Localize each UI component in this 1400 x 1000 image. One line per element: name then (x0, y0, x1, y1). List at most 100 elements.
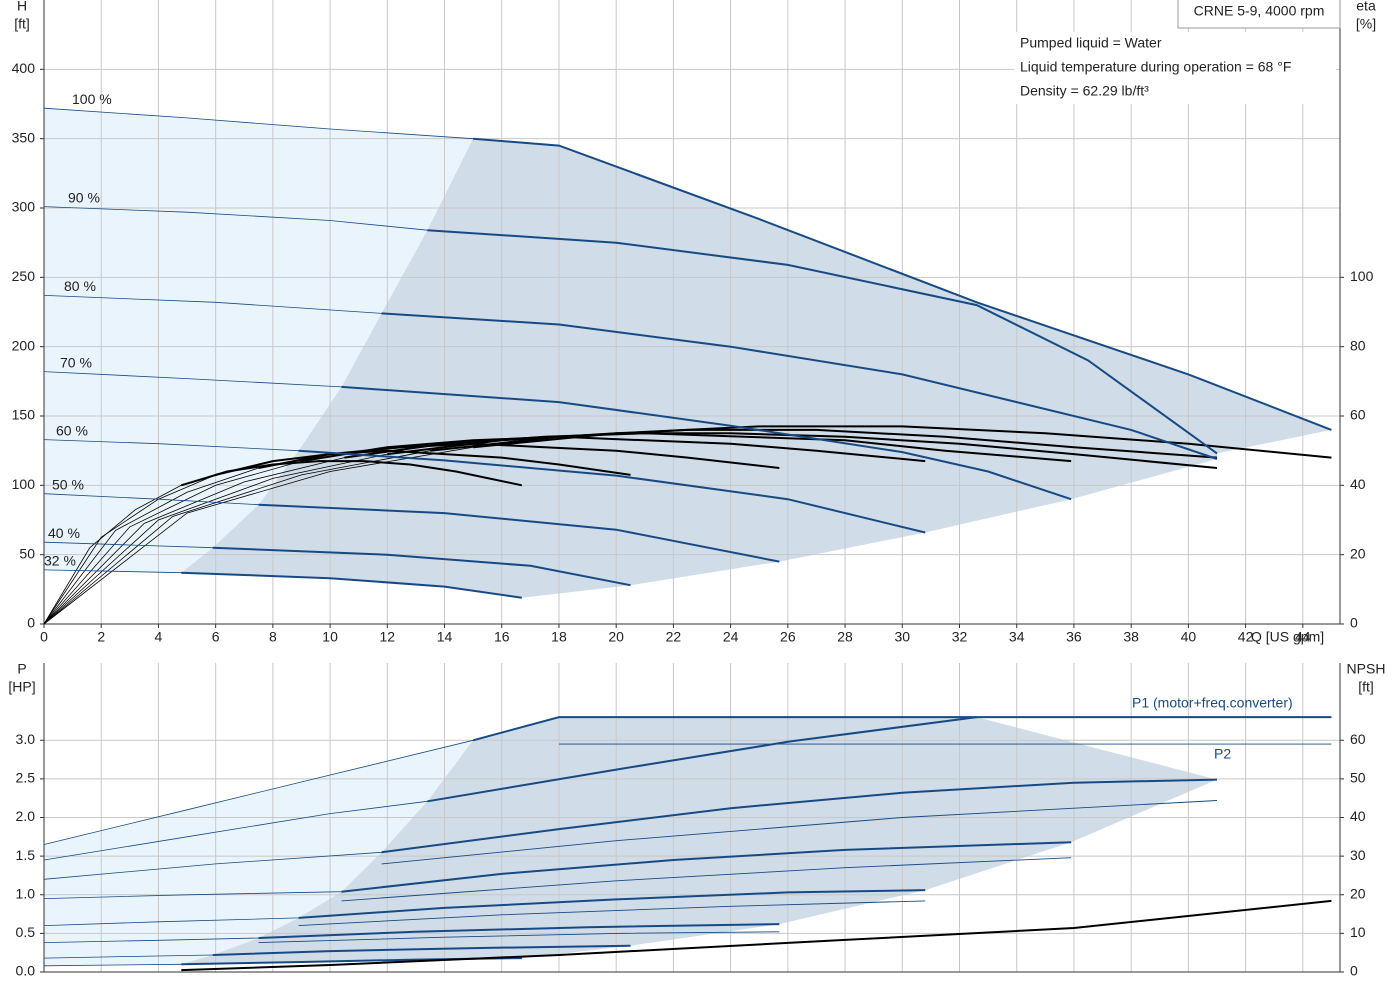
p1-curve-operating (212, 944, 631, 956)
y-tick-label: 350 (12, 129, 36, 145)
x-tick-label: 42 (1238, 629, 1254, 645)
x-tick-label: 38 (1123, 629, 1139, 645)
head-curve-operating (341, 385, 1072, 501)
x-tick-label: 12 (380, 629, 396, 645)
y2-axis-unit: [%] (1356, 16, 1376, 32)
speed-label: 70 % (60, 354, 92, 370)
x-tick-label: 16 (494, 629, 510, 645)
x-tick-label: 26 (780, 629, 796, 645)
y2-tick-label: 20 (1350, 885, 1366, 901)
x-tick-label: 36 (1066, 629, 1082, 645)
y2-tick-label: 30 (1350, 847, 1366, 863)
head-curve-operating (381, 312, 1218, 460)
y-tick-label: 200 (12, 337, 36, 353)
y2-tick-label: 60 (1350, 407, 1366, 423)
head-curve-operating (473, 137, 1332, 431)
info-text: Density = 62.29 lb/ft³ (1020, 83, 1149, 99)
y-axis-unit: [HP] (8, 679, 35, 695)
y2-tick-label: 100 (1350, 268, 1374, 284)
y2-tick-label: 40 (1350, 808, 1366, 824)
x-tick-label: 32 (952, 629, 968, 645)
x-tick-label: 30 (894, 629, 910, 645)
speed-label: 60 % (56, 422, 88, 438)
speed-label: 40 % (48, 525, 80, 541)
y-tick-label: 2.0 (16, 808, 36, 824)
y-tick-label: 1.5 (16, 847, 36, 863)
p1-label: P1 (motor+freq.converter) (1132, 695, 1293, 711)
head-curve-operating (298, 449, 926, 534)
npsh-curve (181, 899, 1332, 972)
extension-area (44, 740, 474, 966)
x-tick-label: 44 (1295, 629, 1311, 645)
y2-tick-label: 50 (1350, 770, 1366, 786)
x-tick-label: 6 (212, 629, 220, 645)
y-tick-label: 0 (27, 615, 35, 631)
y2-tick-label: 80 (1350, 337, 1366, 353)
y-axis-label: H (17, 0, 27, 14)
x-tick-label: 18 (551, 629, 567, 645)
head-curve-operating (427, 229, 1218, 455)
head-curve-operating (212, 546, 631, 587)
eta-curve-operating (181, 460, 523, 487)
p2-curve (298, 900, 926, 927)
y2-tick-label: 60 (1350, 731, 1366, 747)
model-box (1177, 0, 1341, 29)
y2-tick-label: 20 (1350, 545, 1366, 561)
eta-curve-operating (215, 449, 631, 476)
p2-label: P2 (1214, 746, 1231, 762)
eta-curve-operating (344, 432, 1072, 463)
p1-curve-operating (341, 841, 1072, 893)
x-tick-label: 28 (837, 629, 853, 645)
model-label: CRNE 5-9, 4000 rpm (1194, 3, 1325, 19)
info-bg (1014, 32, 1336, 104)
x-tick-label: 24 (723, 629, 739, 645)
p1-curve-operating (298, 889, 926, 919)
head-curve-operating (181, 571, 522, 599)
eta-curve-operating (301, 435, 926, 463)
x-tick-label: 40 (1181, 629, 1197, 645)
y-axis-unit: [ft] (14, 16, 30, 32)
p2-curve (341, 857, 1072, 902)
y2-axis-label: eta (1356, 0, 1376, 14)
y-tick-label: 150 (12, 407, 36, 423)
speed-label: 80 % (64, 278, 96, 294)
y-tick-label: 1.0 (16, 885, 36, 901)
chart-0: 0 2 4 6 8 10 12 14 16 18 20 22 24 26 28 30 32 34 36 38 40 42 4… (12, 0, 1376, 645)
y-tick-label: 3.0 (16, 731, 36, 747)
speed-label: 32 % (44, 553, 76, 569)
x-tick-label: 8 (269, 629, 277, 645)
x-tick-label: 2 (97, 629, 105, 645)
y2-axis-label: NPSH (1347, 661, 1386, 677)
x-tick-label: 20 (608, 629, 624, 645)
y-tick-label: 0.0 (16, 963, 36, 979)
head-curve-operating (258, 503, 780, 563)
p1-curve-operating (427, 716, 977, 803)
p1-curve-operating (381, 778, 1218, 854)
x-tick-label: 4 (155, 629, 163, 645)
y-tick-label: 300 (12, 199, 36, 215)
y2-tick-label: 40 (1350, 476, 1366, 492)
info-text: Liquid temperature during operation = 68… (1020, 59, 1291, 75)
y-tick-label: 100 (12, 476, 36, 492)
y2-tick-label: 0 (1350, 615, 1358, 631)
x-tick-label: 10 (322, 629, 338, 645)
x-axis-label: Q [US gpm] (1251, 629, 1324, 645)
y-tick-label: 0.5 (16, 924, 36, 940)
p1-curve-operating (258, 923, 780, 939)
chart-1: 0.0 0.5 1.0 1.5 2.0 2.5 3.0 0 10 20 30 40 50 60 P [HP] N… (8, 661, 1385, 979)
speed-label: 50 % (52, 476, 84, 492)
speed-label: 100 % (72, 91, 112, 107)
y-tick-label: 50 (19, 545, 35, 561)
y-axis-label: P (17, 661, 26, 677)
y-tick-label: 250 (12, 268, 36, 284)
y2-axis-unit: [ft] (1358, 679, 1374, 695)
p2-curve (258, 931, 780, 944)
operating-area (181, 138, 1332, 598)
x-tick-label: 34 (1009, 629, 1025, 645)
p1-curve-operating (472, 716, 1332, 742)
x-tick-label: 22 (666, 629, 682, 645)
p2-curve (381, 800, 1218, 865)
y-tick-label: 2.5 (16, 770, 36, 786)
x-tick-label: 14 (437, 629, 453, 645)
